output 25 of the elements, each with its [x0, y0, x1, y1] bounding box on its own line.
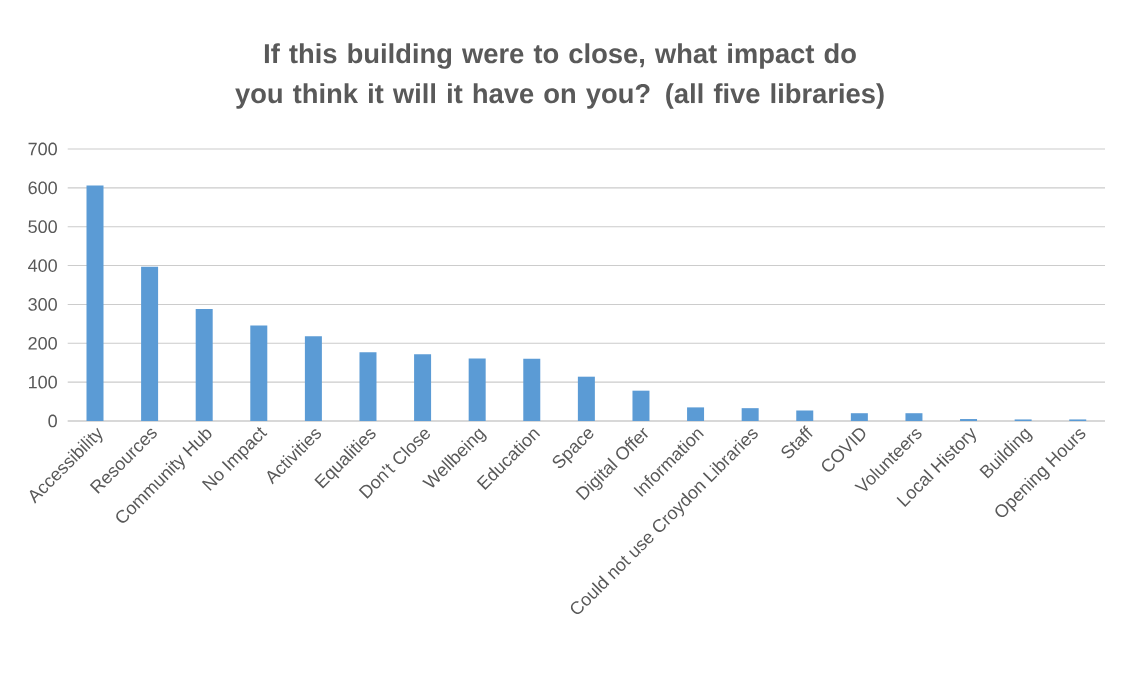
bar — [86, 185, 104, 421]
bar — [195, 309, 213, 421]
bar — [687, 407, 705, 421]
bar — [250, 325, 268, 421]
y-tick-label: 400 — [28, 259, 57, 272]
bar — [905, 413, 923, 421]
y-tick-label: 200 — [28, 336, 57, 350]
bar — [577, 376, 595, 421]
y-tick-label: 100 — [29, 375, 57, 389]
bar — [414, 354, 432, 421]
bar — [304, 336, 322, 421]
bar — [741, 408, 759, 421]
bar — [523, 358, 541, 421]
y-tick-label: 500 — [28, 220, 57, 234]
bar — [796, 410, 814, 421]
chart-title: If this building were to close, what impact do you think it will it have on you? (all five libraries) — [235, 43, 884, 109]
bar — [141, 266, 159, 421]
bar — [468, 358, 486, 421]
bar — [632, 390, 650, 421]
y-tick-label: 0 — [48, 414, 57, 428]
y-tick-label: 600 — [28, 181, 57, 195]
y-tick-label: 300 — [28, 298, 57, 311]
y-tick-label: 700 — [28, 142, 57, 156]
bar — [850, 413, 868, 421]
bar — [359, 352, 377, 421]
